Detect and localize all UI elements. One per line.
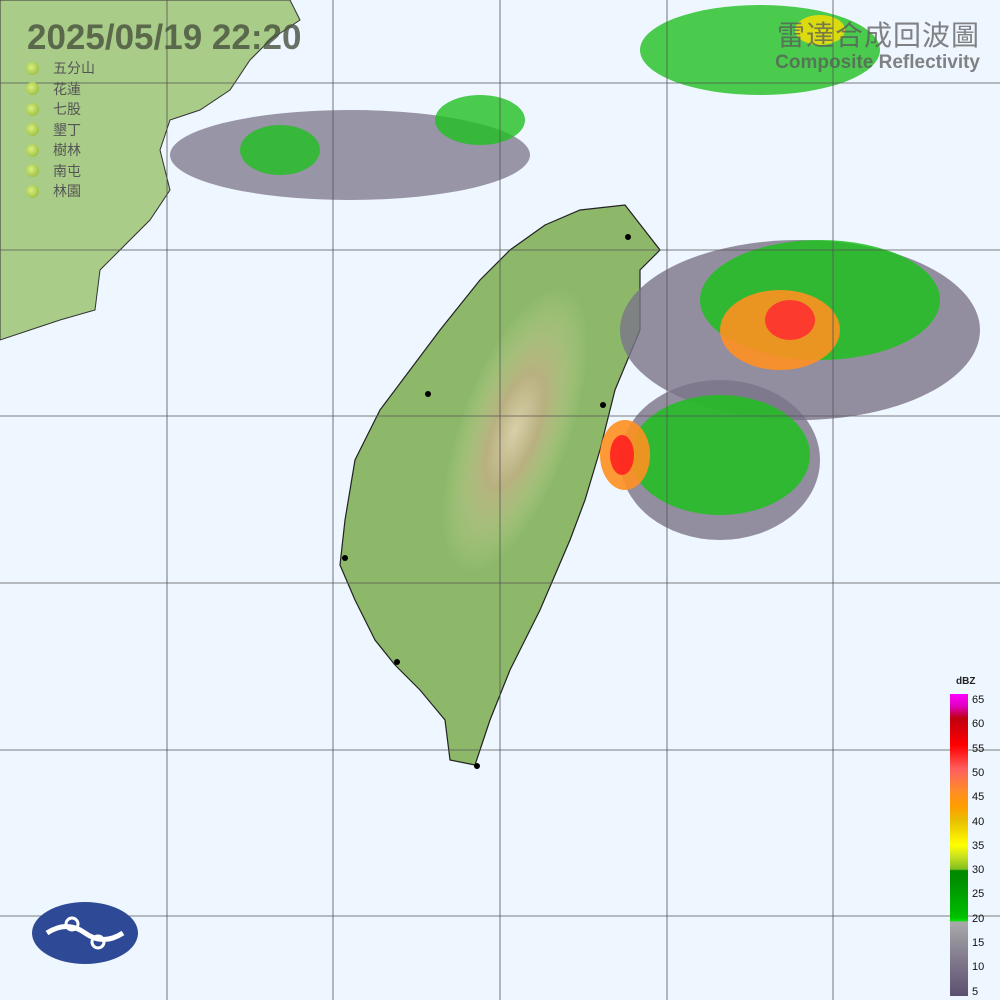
station-dot-icon: [26, 164, 39, 178]
legend-tick: 50: [972, 766, 985, 779]
station-dot-icon: [26, 143, 39, 157]
timestamp: 2025/05/19 22:20: [27, 18, 302, 57]
station-name: 樹林: [53, 143, 81, 160]
china-coast: [0, 0, 301, 341]
station-item: 五分山: [26, 58, 95, 79]
legend-tick: 35: [972, 839, 985, 852]
station-name: 花蓮: [53, 81, 81, 98]
legend-tick: 20: [972, 912, 985, 925]
station-name: 墾丁: [53, 122, 81, 139]
legend-tick: 60: [972, 718, 985, 731]
station-name: 林園: [53, 184, 81, 201]
legend-tick: 15: [972, 937, 985, 949]
cwa-logo: [32, 902, 138, 964]
radar-echoes: [170, 5, 980, 540]
legend-tick: 40: [972, 815, 985, 828]
legend-tick: 25: [972, 888, 985, 901]
legend-tick: 45: [972, 791, 985, 804]
legend-unit: dBZ: [956, 676, 976, 687]
station-item: 花蓮: [26, 79, 95, 100]
station-dot-icon: [26, 61, 39, 75]
station-item: 林園: [26, 181, 95, 202]
map-title: 雷達合成回波圖 Composite Reflectivity: [775, 14, 980, 74]
station-dot-icon: [26, 123, 39, 137]
station-dot-icon: [26, 82, 39, 96]
station-name: 南屯: [53, 163, 81, 180]
station-name: 七股: [53, 102, 81, 119]
legend-tick: 10: [972, 961, 985, 974]
station-item: 七股: [26, 99, 95, 120]
station-name: 五分山: [53, 61, 95, 78]
radar-site-markers: [342, 234, 631, 769]
station-dot-icon: [26, 102, 39, 116]
title-english: Composite Reflectivity: [775, 52, 980, 73]
station-item: 南屯: [26, 161, 95, 182]
station-dot-icon: [26, 184, 39, 198]
legend-tick: 55: [972, 742, 985, 755]
station-item: 樹林: [26, 140, 95, 161]
legend-colorbar: [950, 694, 968, 996]
central-mountains: [442, 287, 588, 573]
station-item: 墾丁: [26, 120, 95, 141]
radar-station-list: 五分山 花蓮 七股 墾丁 樹林 南屯 林園: [26, 58, 95, 202]
legend-tick: 30: [972, 864, 985, 877]
title-chinese: 雷達合成回波圖: [776, 19, 980, 52]
legend-tick: 65: [972, 694, 985, 706]
legend-tick: 5: [972, 985, 979, 998]
cloud-swirl-icon: [45, 916, 125, 950]
